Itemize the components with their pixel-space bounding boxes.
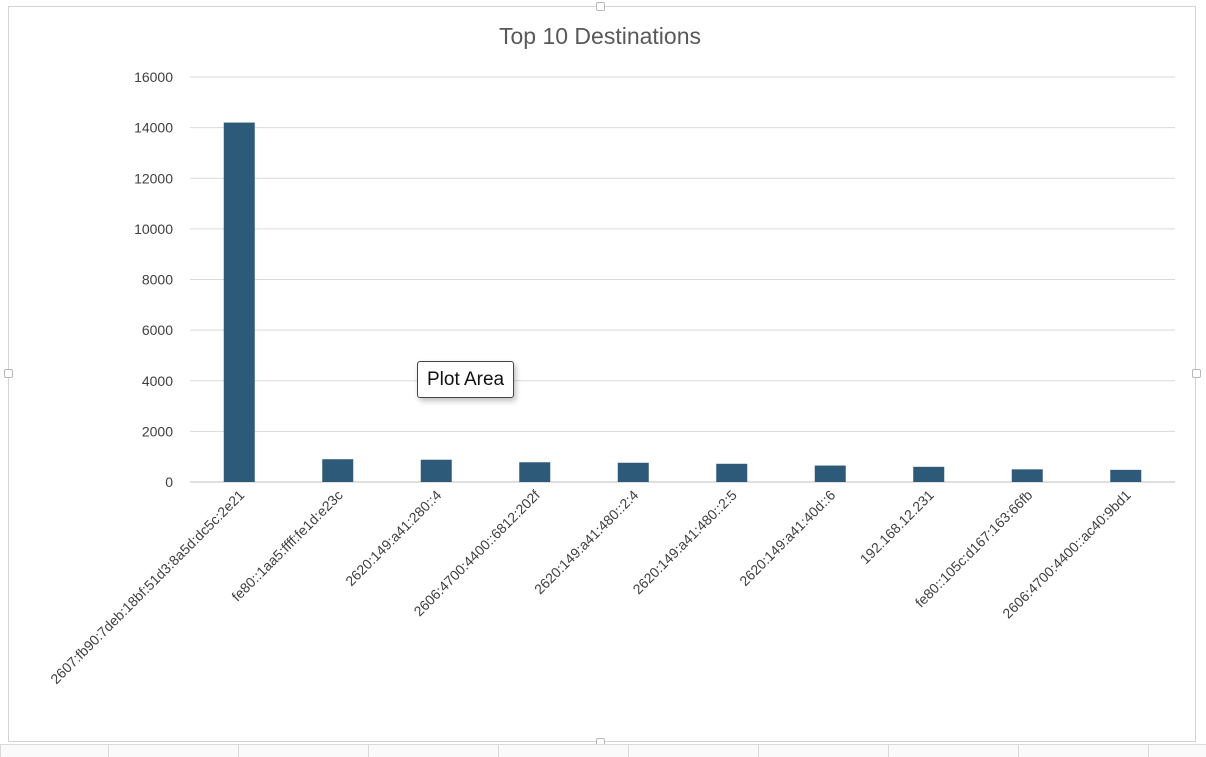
spreadsheet-grid-strip	[0, 744, 1206, 757]
y-tick-label: 2000	[142, 423, 173, 439]
y-tick-label: 14000	[134, 120, 173, 136]
grid-cell	[888, 745, 1019, 757]
bar[interactable]	[322, 459, 354, 482]
resize-handle-left[interactable]	[4, 369, 13, 378]
plot-area-tooltip: Plot Area	[417, 361, 515, 398]
x-tick-label: 2607:fb90:7deb:18bf:51d3:8a5d:dc5c:2e21	[47, 487, 247, 687]
x-axis-ticks: 2607:fb90:7deb:18bf:51d3:8a5d:dc5c:2e21f…	[47, 487, 1134, 687]
grid-cell	[498, 745, 629, 757]
bar[interactable]	[1011, 469, 1043, 482]
bar[interactable]	[814, 465, 846, 482]
x-tick-label: 2620:149:a41:280::4	[342, 487, 444, 589]
grid-cell	[368, 745, 499, 757]
bar[interactable]	[913, 466, 945, 482]
bar[interactable]	[617, 462, 649, 482]
bar[interactable]	[519, 462, 551, 482]
x-tick-label: 192.168.12.231	[857, 487, 937, 567]
bar[interactable]	[420, 459, 452, 482]
grid-cell	[0, 745, 109, 757]
chart-title: Top 10 Destinations	[499, 23, 701, 49]
chart-area[interactable]	[8, 6, 1196, 742]
y-tick-label: 8000	[142, 272, 173, 288]
y-tick-label: 10000	[134, 221, 173, 237]
x-tick-label: 2620:149:a41:40d::6	[736, 487, 838, 589]
bar[interactable]	[716, 463, 748, 482]
grid-cell	[238, 745, 369, 757]
y-tick-label: 12000	[134, 170, 173, 186]
gridlines	[190, 76, 1175, 483]
bar[interactable]	[1110, 469, 1142, 482]
grid-cell	[758, 745, 889, 757]
resize-handle-right[interactable]	[1192, 369, 1201, 378]
y-tick-label: 6000	[142, 322, 173, 338]
bars[interactable]	[223, 122, 1142, 482]
y-tick-label: 0	[165, 474, 173, 490]
y-tick-label: 16000	[134, 69, 173, 85]
grid-cell	[628, 745, 759, 757]
y-axis-ticks: 0 2000 4000 6000 8000 10000 12000 14000 16000	[134, 69, 173, 490]
x-tick-label: fe80::1aa5:ffff:fe1d:e23c	[228, 487, 346, 605]
bar[interactable]	[223, 122, 255, 482]
grid-cell	[1018, 745, 1149, 757]
grid-cell	[1148, 745, 1206, 757]
x-tick-label: 2620:149:a41:480::2:4	[531, 487, 642, 598]
y-tick-label: 4000	[142, 373, 173, 389]
x-tick-label: 2620:149:a41:480::2:5	[629, 487, 740, 598]
grid-cell	[108, 745, 239, 757]
resize-handle-top[interactable]	[596, 2, 605, 11]
